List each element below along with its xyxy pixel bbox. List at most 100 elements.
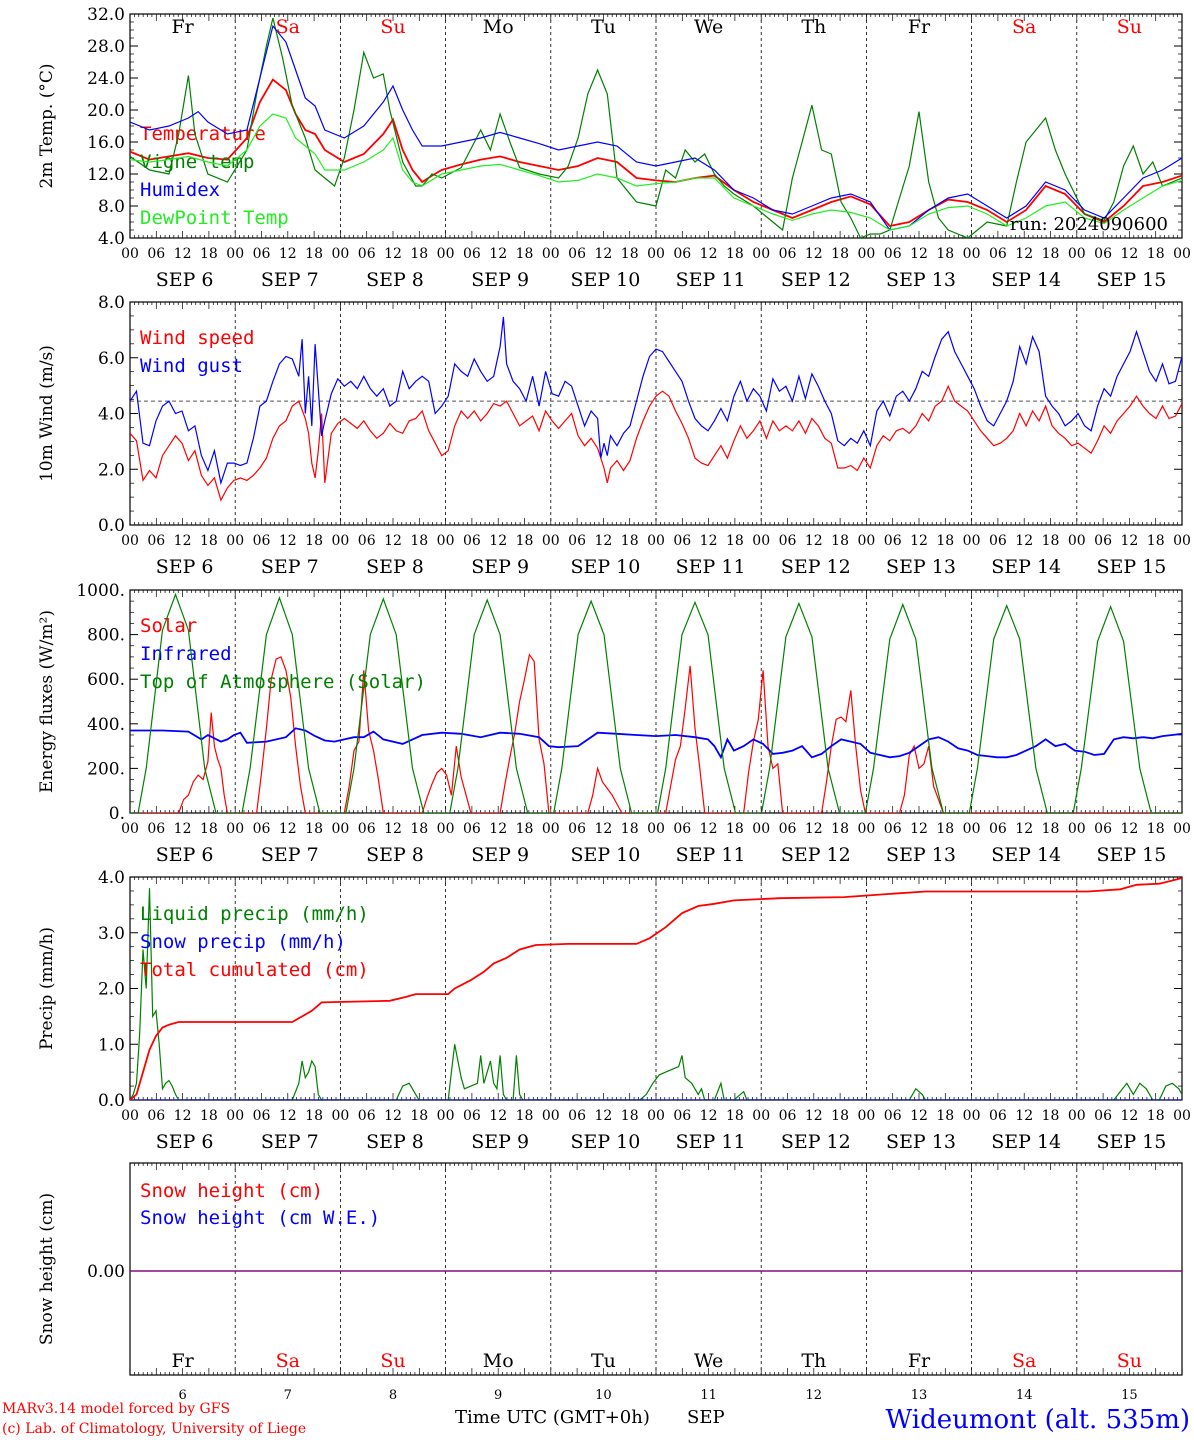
hour-tick-label: 18 xyxy=(410,1108,428,1124)
y-axis-title: 10m Wind (m/s) xyxy=(37,345,57,482)
hour-tick-label: 06 xyxy=(884,533,902,549)
hour-tick-label: 06 xyxy=(253,533,271,549)
hour-tick-label: 00 xyxy=(331,821,349,837)
hour-tick-label: 06 xyxy=(673,821,691,837)
hour-tick-label: 06 xyxy=(989,246,1007,262)
y-tick-label: 28.0 xyxy=(87,37,125,57)
hour-tick-label: 06 xyxy=(147,246,165,262)
hour-tick-label: 06 xyxy=(358,533,376,549)
hour-tick-label: 18 xyxy=(516,246,534,262)
hour-tick-label: 00 xyxy=(963,1108,981,1124)
hour-tick-label: 12 xyxy=(1015,533,1033,549)
hour-tick-label: 00 xyxy=(437,1108,455,1124)
date-label: 14 xyxy=(1016,1388,1033,1403)
hour-tick-label: 12 xyxy=(700,533,718,549)
hour-tick-label: 00 xyxy=(121,533,139,549)
hour-tick-label: 00 xyxy=(1068,821,1086,837)
weekday-label: Mo xyxy=(483,16,514,38)
hour-tick-label: 00 xyxy=(1068,1108,1086,1124)
hour-tick-label: 00 xyxy=(226,246,244,262)
legend-entry: Liquid precip (mm/h) xyxy=(140,903,369,925)
hour-tick-label: 06 xyxy=(147,1108,165,1124)
date-label: SEP 13 xyxy=(886,269,956,291)
hour-tick-label: 12 xyxy=(1015,821,1033,837)
date-label: SEP 14 xyxy=(991,556,1061,578)
hour-tick-label: 00 xyxy=(121,1108,139,1124)
hour-tick-label: 12 xyxy=(910,1108,928,1124)
hour-tick-label: 00 xyxy=(963,246,981,262)
date-label: SEP 12 xyxy=(781,1131,851,1153)
hour-tick-label: 06 xyxy=(1094,1108,1112,1124)
date-label: SEP 11 xyxy=(676,844,746,866)
date-label: SEP 12 xyxy=(781,844,851,866)
series-line-solar xyxy=(130,653,1182,813)
hour-tick-label: 18 xyxy=(305,533,323,549)
hour-tick-label: 18 xyxy=(516,1108,534,1124)
y-tick-label: 2.0 xyxy=(98,980,125,1000)
hour-tick-label: 18 xyxy=(726,821,744,837)
hour-tick-label: 00 xyxy=(1173,821,1191,837)
series-line-total-cumulated-cm xyxy=(130,877,1182,1100)
hour-tick-label: 06 xyxy=(253,1108,271,1124)
date-label: SEP 15 xyxy=(1096,844,1166,866)
hour-tick-label: 00 xyxy=(331,1108,349,1124)
weekday-label: Su xyxy=(380,1350,405,1372)
hour-tick-label: 18 xyxy=(1042,1108,1060,1124)
hour-tick-label: 18 xyxy=(1042,533,1060,549)
hour-tick-label: 00 xyxy=(437,533,455,549)
legend-entry: Snow height (cm W.E.) xyxy=(140,1207,380,1229)
hour-tick-label: 00 xyxy=(1173,246,1191,262)
hour-tick-label: 12 xyxy=(174,533,192,549)
panel-2: 0.0 2.0 4.0 6.0 8.0 10m Wind (m/s) Wind speed W… xyxy=(37,293,1191,578)
series-line-infrared xyxy=(130,727,1182,760)
hour-tick-label: 12 xyxy=(279,533,297,549)
hour-tick-label: 12 xyxy=(805,821,823,837)
hour-tick-label: 12 xyxy=(1120,821,1138,837)
hour-tick-label: 00 xyxy=(647,821,665,837)
hour-tick-label: 12 xyxy=(700,821,718,837)
hour-tick-label: 18 xyxy=(936,246,954,262)
hour-tick-label: 06 xyxy=(884,821,902,837)
hour-tick-label: 18 xyxy=(1042,821,1060,837)
date-label: SEP 15 xyxy=(1096,1131,1166,1153)
legend-entry: Wind gust xyxy=(140,355,243,377)
y-tick-label: 3.0 xyxy=(98,924,125,944)
hour-tick-label: 12 xyxy=(174,821,192,837)
panel-4: 0.0 1.0 2.0 3.0 4.0 Precip (mm/h) Liquid preci… xyxy=(37,868,1191,1153)
hour-tick-label: 00 xyxy=(752,533,770,549)
y-tick-label: 800. xyxy=(87,626,125,646)
hour-tick-label: 18 xyxy=(305,821,323,837)
hour-tick-label: 12 xyxy=(594,1108,612,1124)
hour-tick-label: 00 xyxy=(1173,1108,1191,1124)
hour-tick-label: 06 xyxy=(1094,246,1112,262)
date-label: SEP 10 xyxy=(570,1131,640,1153)
hour-tick-label: 00 xyxy=(542,821,560,837)
hour-tick-label: 00 xyxy=(226,821,244,837)
hour-tick-label: 18 xyxy=(831,246,849,262)
hour-tick-label: 12 xyxy=(594,246,612,262)
hour-tick-label: 00 xyxy=(752,1108,770,1124)
y-axis-title: Energy fluxes (W/m²) xyxy=(37,610,57,793)
date-label: 12 xyxy=(806,1388,823,1403)
hour-tick-label: 12 xyxy=(489,821,507,837)
hour-tick-label: 18 xyxy=(936,821,954,837)
y-axis-title: 2m Temp. (°C) xyxy=(37,63,57,188)
date-label: SEP 14 xyxy=(991,269,1061,291)
hour-tick-label: 00 xyxy=(437,246,455,262)
hour-tick-label: 06 xyxy=(358,1108,376,1124)
hour-tick-label: 00 xyxy=(226,533,244,549)
weekday-label: Su xyxy=(1117,1350,1142,1372)
legend-entry: Solar xyxy=(140,615,197,637)
weekday-label: Su xyxy=(380,16,405,38)
hour-tick-label: 12 xyxy=(384,246,402,262)
date-label: SEP 9 xyxy=(471,556,529,578)
hour-tick-label: 06 xyxy=(673,1108,691,1124)
date-label: SEP 7 xyxy=(261,844,319,866)
hour-tick-label: 00 xyxy=(1068,246,1086,262)
hour-tick-label: 06 xyxy=(358,246,376,262)
hour-tick-label: 06 xyxy=(568,1108,586,1124)
hour-tick-label: 18 xyxy=(1147,821,1165,837)
y-tick-label: 400. xyxy=(87,715,125,735)
hour-tick-label: 06 xyxy=(147,533,165,549)
